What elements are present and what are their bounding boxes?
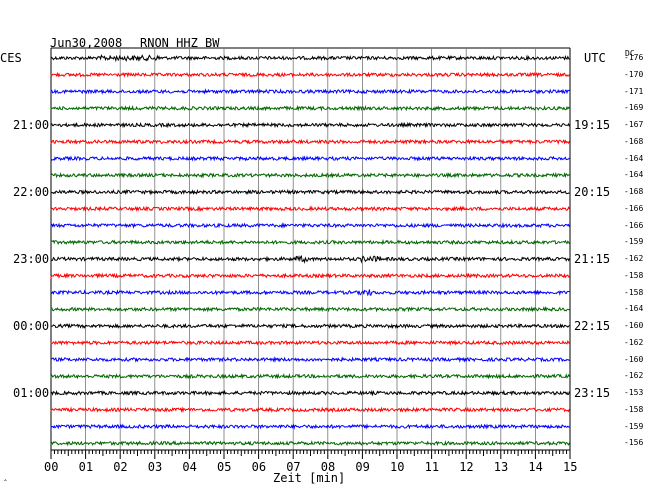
dc-value: -168 xyxy=(624,187,644,196)
trace-line xyxy=(50,53,570,63)
dc-value: -176 xyxy=(624,53,644,62)
trace-line xyxy=(50,372,570,380)
left-time-label: 21:00 xyxy=(13,118,50,132)
trace-line xyxy=(50,104,570,112)
trace-line xyxy=(50,288,570,297)
station-label: RNON HHZ BW xyxy=(140,36,220,50)
x-tick-label: 03 xyxy=(147,460,163,474)
dc-value: -159 xyxy=(624,237,644,247)
trace-line xyxy=(50,440,570,447)
dc-value: -171 xyxy=(624,86,644,96)
x-tick-label: 00 xyxy=(44,460,59,474)
dc-value: -168 xyxy=(624,136,644,146)
dc-value: -170 xyxy=(624,69,644,79)
x-tick-label: 10 xyxy=(390,460,405,474)
x-tick-label: 05 xyxy=(217,460,232,474)
dc-value: -153 xyxy=(624,388,644,397)
left-time-label: 01:00 xyxy=(13,386,50,400)
x-tick-label: 02 xyxy=(113,460,128,474)
trace-line xyxy=(50,138,570,146)
left-time-label: 22:00 xyxy=(13,185,50,199)
seismic-traces xyxy=(50,53,570,447)
x-axis-label: Zeit [min] xyxy=(273,471,346,485)
dc-value: -166 xyxy=(624,203,644,213)
trace-line xyxy=(50,389,570,397)
left-time-label: 00:00 xyxy=(13,319,50,333)
trace-line xyxy=(50,406,570,414)
trace-line xyxy=(50,205,570,213)
trace-line xyxy=(50,254,570,264)
trace-line xyxy=(50,71,570,79)
right-time-label: 19:15 xyxy=(574,118,611,132)
footer-mark: ˆ xyxy=(3,479,8,488)
trace-line xyxy=(50,88,570,95)
trace-line xyxy=(50,121,570,129)
x-tick-label: 06 xyxy=(251,460,267,474)
right-time-label: 22:15 xyxy=(574,319,611,333)
trace-line xyxy=(50,171,570,179)
trace-line xyxy=(50,423,570,430)
x-tick-label: 14 xyxy=(528,460,543,474)
dc-value: -160 xyxy=(624,354,644,364)
trace-line xyxy=(50,339,570,347)
trace-line xyxy=(50,322,570,330)
x-tick-label: 15 xyxy=(563,460,578,474)
dc-value: -164 xyxy=(624,153,644,163)
x-tick-label: 13 xyxy=(493,460,509,474)
right-time-label: 20:15 xyxy=(574,185,611,199)
x-tick-label: 08 xyxy=(320,460,336,474)
dc-value: -162 xyxy=(624,254,644,263)
date-label: Jun30,2008 xyxy=(50,36,123,50)
dc-label: DC xyxy=(625,49,635,58)
dc-value: -158 xyxy=(624,287,644,297)
dc-value: -162 xyxy=(624,371,644,381)
x-tick-label: 12 xyxy=(459,460,474,474)
left-timezone-label: CES xyxy=(0,51,22,65)
trace-line xyxy=(50,356,570,364)
x-tick-label: 04 xyxy=(182,460,197,474)
trace-line xyxy=(50,305,570,313)
dc-value: -159 xyxy=(624,421,644,431)
dc-value: -156 xyxy=(624,438,644,448)
right-time-label: 23:15 xyxy=(574,386,611,400)
trace-line xyxy=(50,272,570,280)
x-tick-label: 11 xyxy=(424,460,440,474)
dc-value: -164 xyxy=(624,170,644,180)
trace-line xyxy=(50,222,570,229)
dc-value: -166 xyxy=(624,220,644,230)
dc-value: -164 xyxy=(624,304,644,314)
x-tick-label: 01 xyxy=(78,460,94,474)
time-axis xyxy=(50,449,571,459)
x-tick-label: 09 xyxy=(355,460,370,474)
dc-value: -169 xyxy=(624,103,644,113)
dc-value: -167 xyxy=(624,120,644,129)
trace-line xyxy=(50,188,570,196)
right-time-label: 21:15 xyxy=(574,252,611,266)
trace-line xyxy=(50,155,570,162)
dc-value: -160 xyxy=(624,321,644,330)
dc-value: -158 xyxy=(624,404,644,414)
dc-value: -158 xyxy=(624,270,644,280)
dc-value: -162 xyxy=(624,337,644,347)
left-time-label: 23:00 xyxy=(13,252,50,266)
minute-grid xyxy=(50,47,571,450)
trace-line xyxy=(50,238,570,246)
right-timezone-label: UTC xyxy=(584,51,606,65)
x-tick-label: 07 xyxy=(286,460,301,474)
